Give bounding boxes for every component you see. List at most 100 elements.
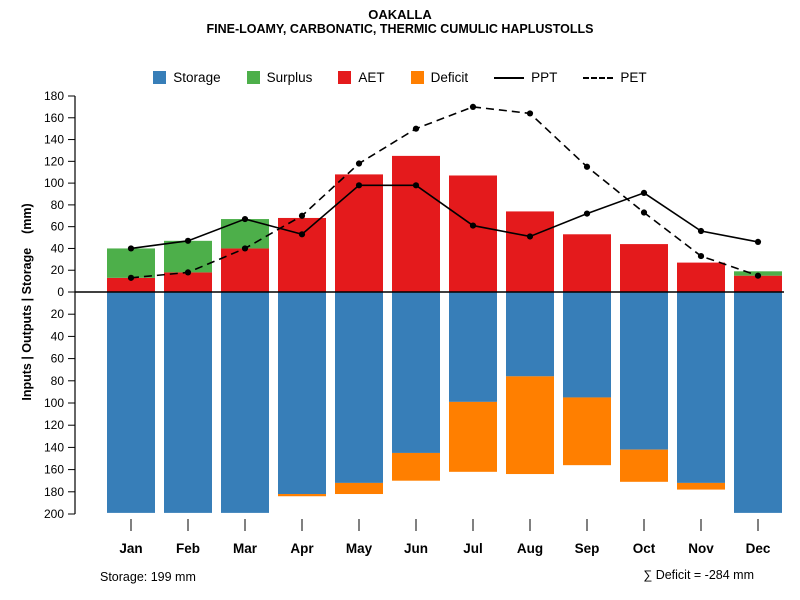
aet-bar: [221, 248, 269, 292]
ppt-line: [130, 184, 759, 250]
ppt-point: [469, 222, 477, 229]
y-tick-label: 40: [51, 329, 65, 343]
aet-bar: [335, 174, 383, 292]
y-tick-label: 200: [44, 507, 64, 521]
aet-bar: [164, 272, 212, 292]
legend-item-surplus: Surplus: [246, 70, 313, 85]
pet-point: [412, 125, 420, 132]
aet-swatch: [338, 71, 352, 84]
storage-bar: [563, 292, 611, 398]
legend-label-aet: AET: [358, 70, 385, 85]
pet-line-sample-icon: [583, 76, 614, 79]
pet-line: [130, 106, 759, 279]
pet-point: [184, 269, 192, 276]
storage-bar: [506, 292, 554, 377]
month-label: Apr: [290, 541, 314, 556]
ppt-point: [355, 182, 363, 189]
y-tick-label: 160: [44, 463, 64, 477]
ppt-point: [241, 215, 249, 223]
y-tick-label: 120: [44, 154, 64, 168]
legend-item-pet: PET: [583, 70, 647, 85]
deficit-bar: [278, 494, 326, 497]
y-tick-label: 180: [44, 485, 64, 499]
deficit-bar: [392, 452, 440, 481]
month-label: Mar: [233, 541, 258, 556]
aet-bar: [563, 234, 611, 292]
surplus-bar: [107, 248, 155, 278]
storage-bar: [335, 292, 383, 483]
month-label: Jun: [404, 541, 428, 556]
y-tick-label: 20: [51, 263, 65, 277]
pet-point: [526, 110, 534, 117]
y-tick-label: 140: [44, 133, 64, 147]
ppt-point: [298, 231, 306, 238]
month-label: Dec: [746, 541, 771, 556]
legend-item-storage: Storage: [153, 70, 221, 85]
month-label: Nov: [688, 541, 714, 556]
month-label: Feb: [176, 541, 200, 556]
y-tick-label: 140: [44, 440, 64, 454]
y-tick-label: 180: [44, 89, 64, 103]
aet-bar: [506, 211, 554, 292]
y-tick-label: 100: [44, 176, 64, 190]
month-label: Jul: [463, 541, 483, 556]
y-tick-label: 20: [51, 307, 65, 321]
storage-swatch: [153, 71, 167, 84]
storage-bar: [449, 292, 497, 402]
legend-label-surplus: Surplus: [266, 70, 313, 85]
y-tick-label: 80: [51, 374, 65, 388]
aet-bar: [449, 175, 497, 292]
legend-item-deficit: Deficit: [410, 70, 469, 85]
legend-label-ppt: PPT: [531, 70, 558, 85]
y-tick-label: 120: [44, 418, 64, 432]
y-tick-label: 60: [51, 220, 65, 234]
ppt-point: [583, 210, 591, 217]
storage-bar: [677, 292, 725, 483]
y-tick-label: 80: [51, 198, 65, 212]
legend-label-deficit: Deficit: [430, 70, 469, 85]
pet-point: [754, 272, 762, 279]
pet-point: [355, 160, 363, 167]
deficit-bar: [620, 449, 668, 482]
ppt-point: [412, 182, 420, 189]
pet-point: [298, 212, 306, 219]
chart-subtitle: FINE-LOAMY, CARBONATIC, THERMIC CUMULIC …: [206, 22, 594, 36]
deficit-sum-annotation: ∑ Deficit = -284 mm: [643, 568, 754, 582]
y-tick-label: 0: [57, 285, 64, 299]
y-tick-label: 60: [51, 352, 65, 366]
legend-item-ppt: PPT: [494, 70, 557, 85]
month-label: Aug: [517, 541, 543, 556]
pet-point: [697, 252, 705, 260]
storage-bar: [221, 292, 269, 513]
ppt-point: [640, 189, 648, 197]
storage-bar: [620, 292, 668, 450]
month-label: Oct: [633, 541, 656, 556]
aet-bar: [392, 155, 440, 292]
deficit-bar: [563, 397, 611, 466]
legend: Storage Surplus AET Deficit PPT PET: [0, 70, 800, 85]
month-label: Sep: [575, 541, 600, 556]
y-tick-label: 100: [44, 396, 64, 410]
ppt-point: [754, 238, 762, 246]
pet-point: [469, 103, 477, 110]
legend-label-storage: Storage: [173, 70, 221, 85]
month-label: Jan: [119, 541, 142, 556]
pet-point: [127, 274, 135, 281]
storage-bar: [107, 292, 155, 513]
aet-bar: [677, 262, 725, 292]
y-tick-label: 40: [51, 241, 65, 255]
pet-point: [241, 245, 249, 252]
pet-point: [583, 163, 591, 170]
ppt-point: [127, 245, 135, 252]
aet-bar: [734, 275, 782, 292]
legend-item-aet: AET: [338, 70, 385, 85]
deficit-swatch: [410, 71, 424, 84]
legend-label-pet: PET: [620, 70, 647, 85]
deficit-bar: [335, 482, 383, 495]
y-tick-label: 160: [44, 111, 64, 125]
storage-bar: [278, 292, 326, 495]
pet-point: [640, 209, 648, 216]
deficit-bar: [677, 482, 725, 490]
